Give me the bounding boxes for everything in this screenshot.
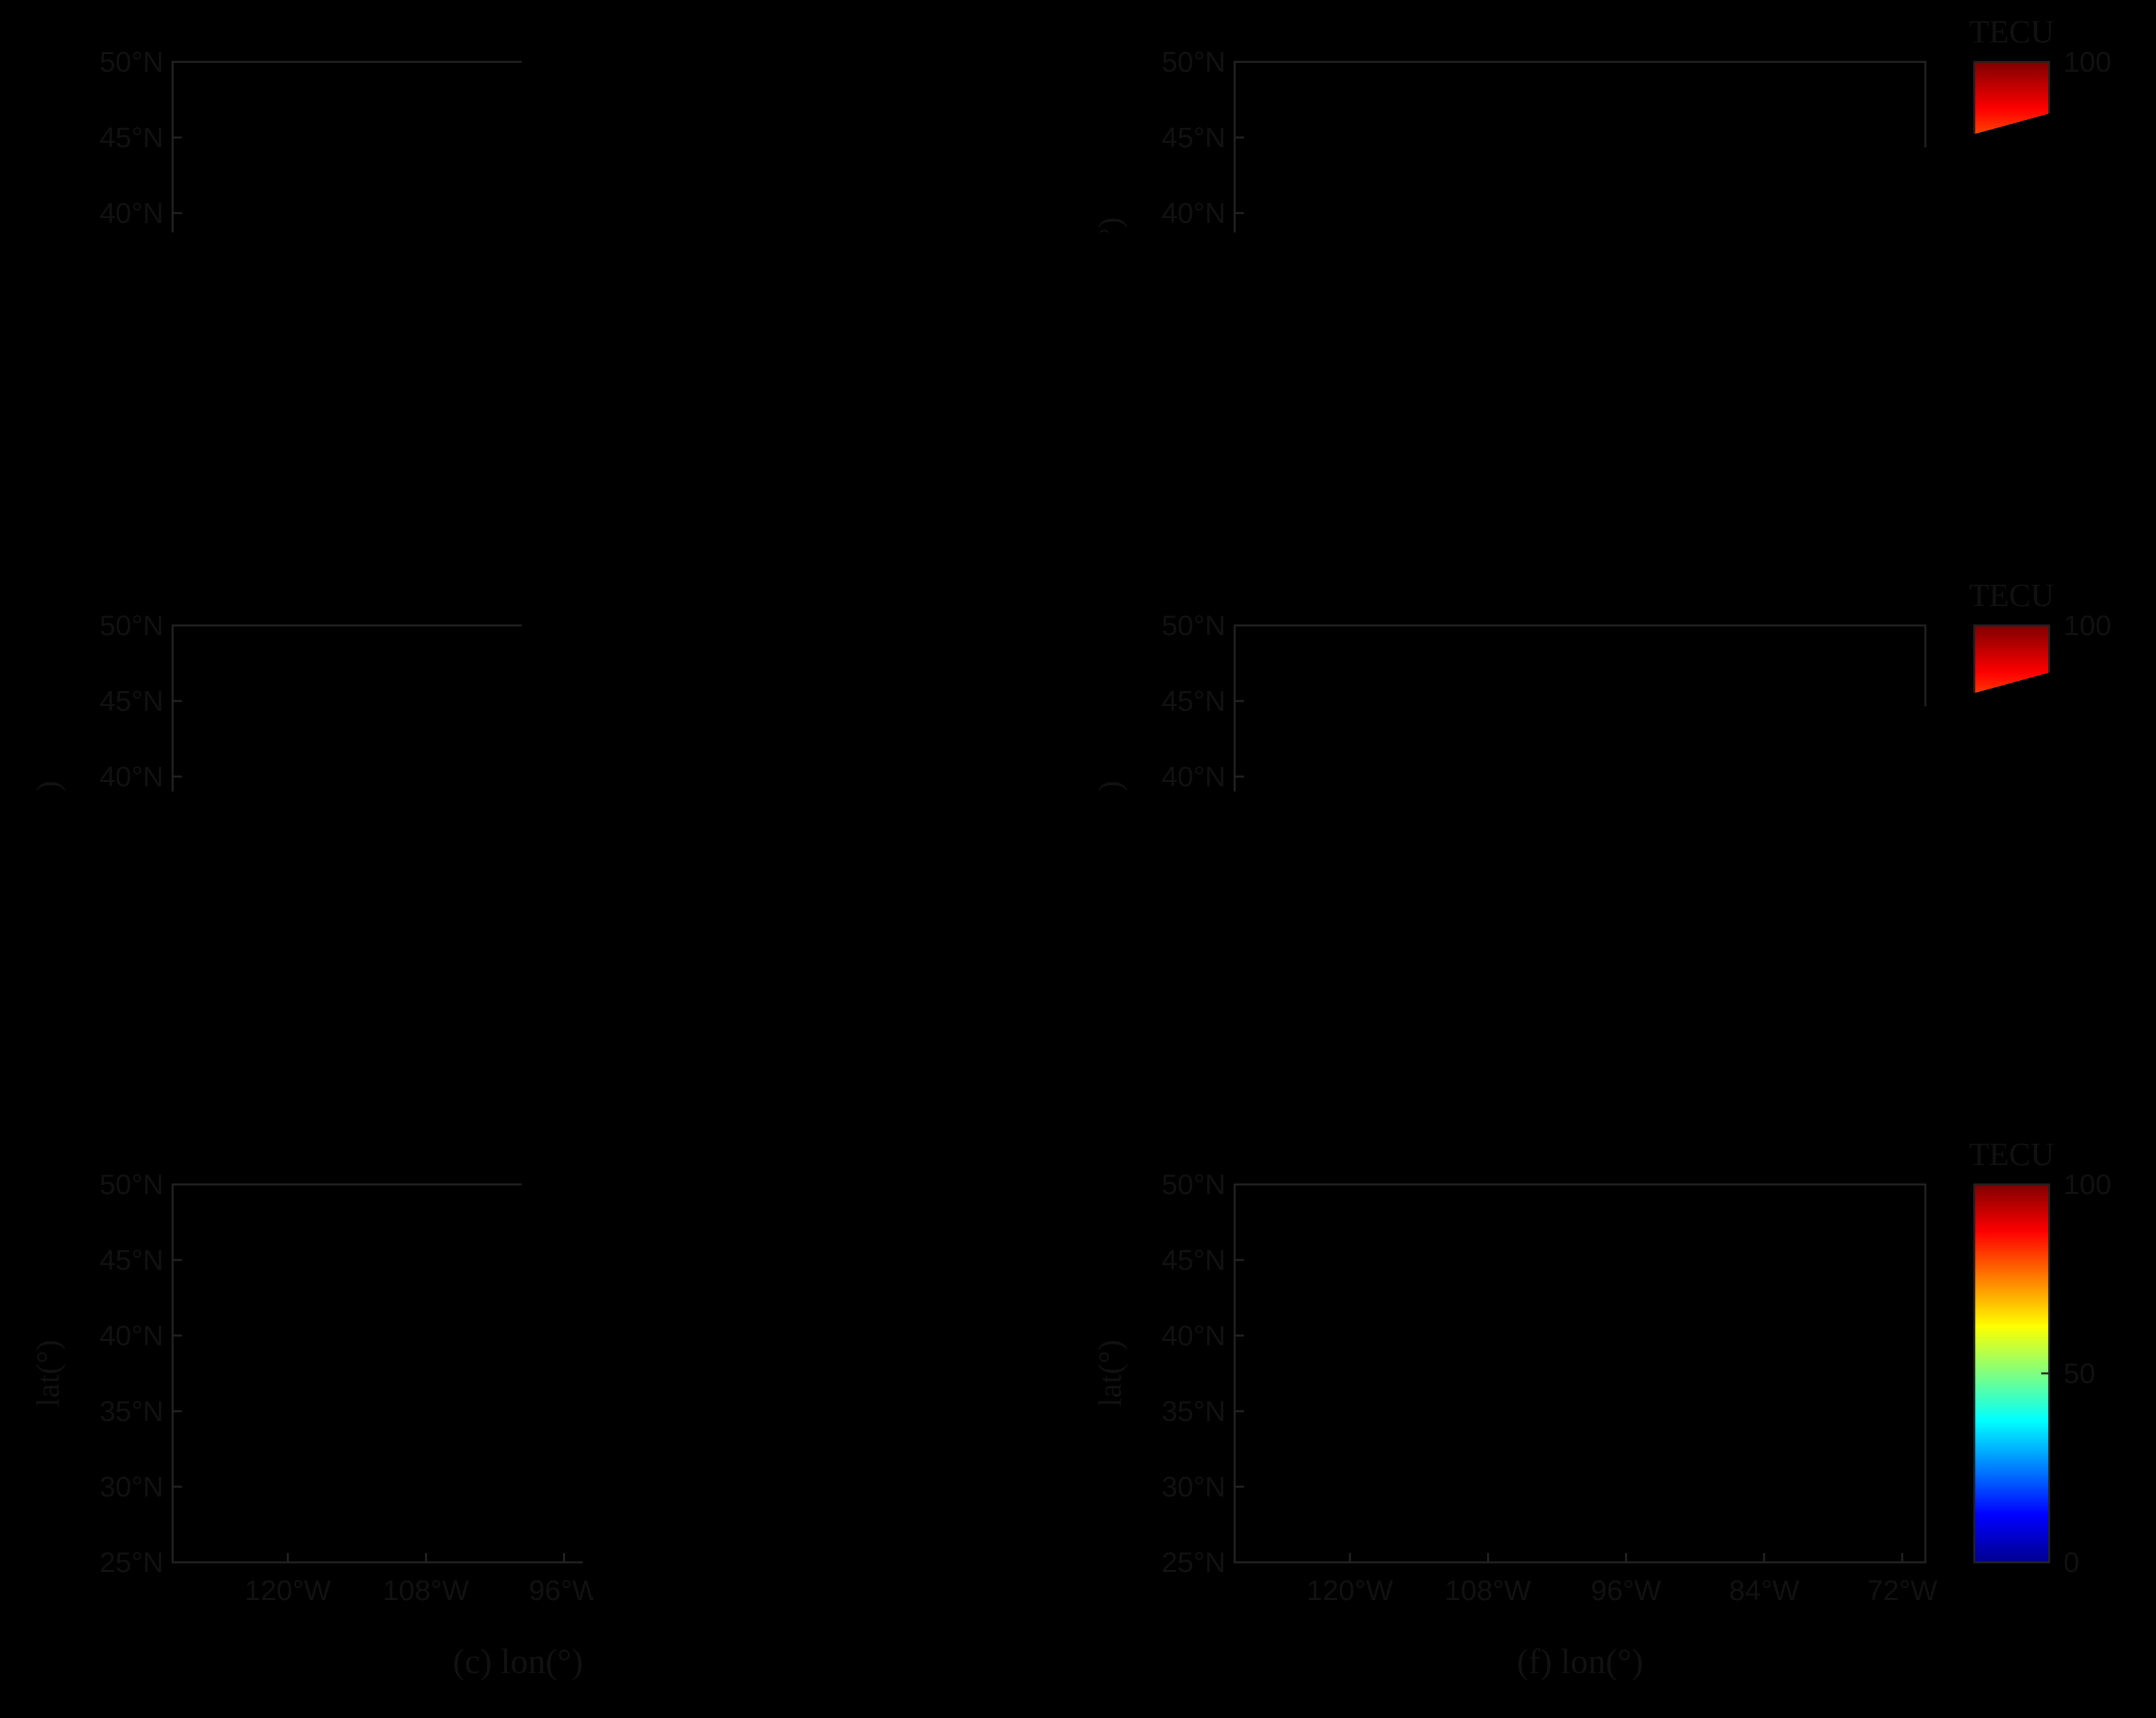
lat-tick-label: 45°N — [1162, 122, 1226, 154]
lat-tick-label: 35°N — [100, 1396, 164, 1427]
lat-tick-label: 40°N — [100, 1320, 164, 1352]
lat-tick-label: 45°N — [100, 685, 164, 717]
lat-tick-label: 40°N — [1162, 197, 1226, 229]
lat-tick-label: 30°N — [100, 1471, 164, 1503]
lat-tick-label: 50°N — [100, 610, 164, 642]
lon-tick-label: 108°W — [382, 1575, 469, 1607]
lon-tick-label: 120°W — [244, 1575, 331, 1607]
lat-tick-label: 45°N — [100, 122, 164, 154]
lat-tick-label: 50°N — [1162, 46, 1226, 78]
lat-tick-label: 25°N — [100, 1547, 164, 1579]
y-axis-label: lat(°) — [29, 1339, 66, 1407]
lat-tick-label: 40°N — [100, 761, 164, 793]
colorbar-title: TECU — [1969, 13, 2054, 50]
lat-tick-label: 50°N — [100, 46, 164, 78]
lat-tick-label: 40°N — [100, 197, 164, 229]
lat-tick-label: 50°N — [100, 1169, 164, 1201]
panel-caption: (c) lon(°) — [453, 1642, 583, 1681]
colorbar-tick-label: 100 — [2063, 46, 2111, 78]
lat-tick-label: 45°N — [100, 1244, 164, 1276]
